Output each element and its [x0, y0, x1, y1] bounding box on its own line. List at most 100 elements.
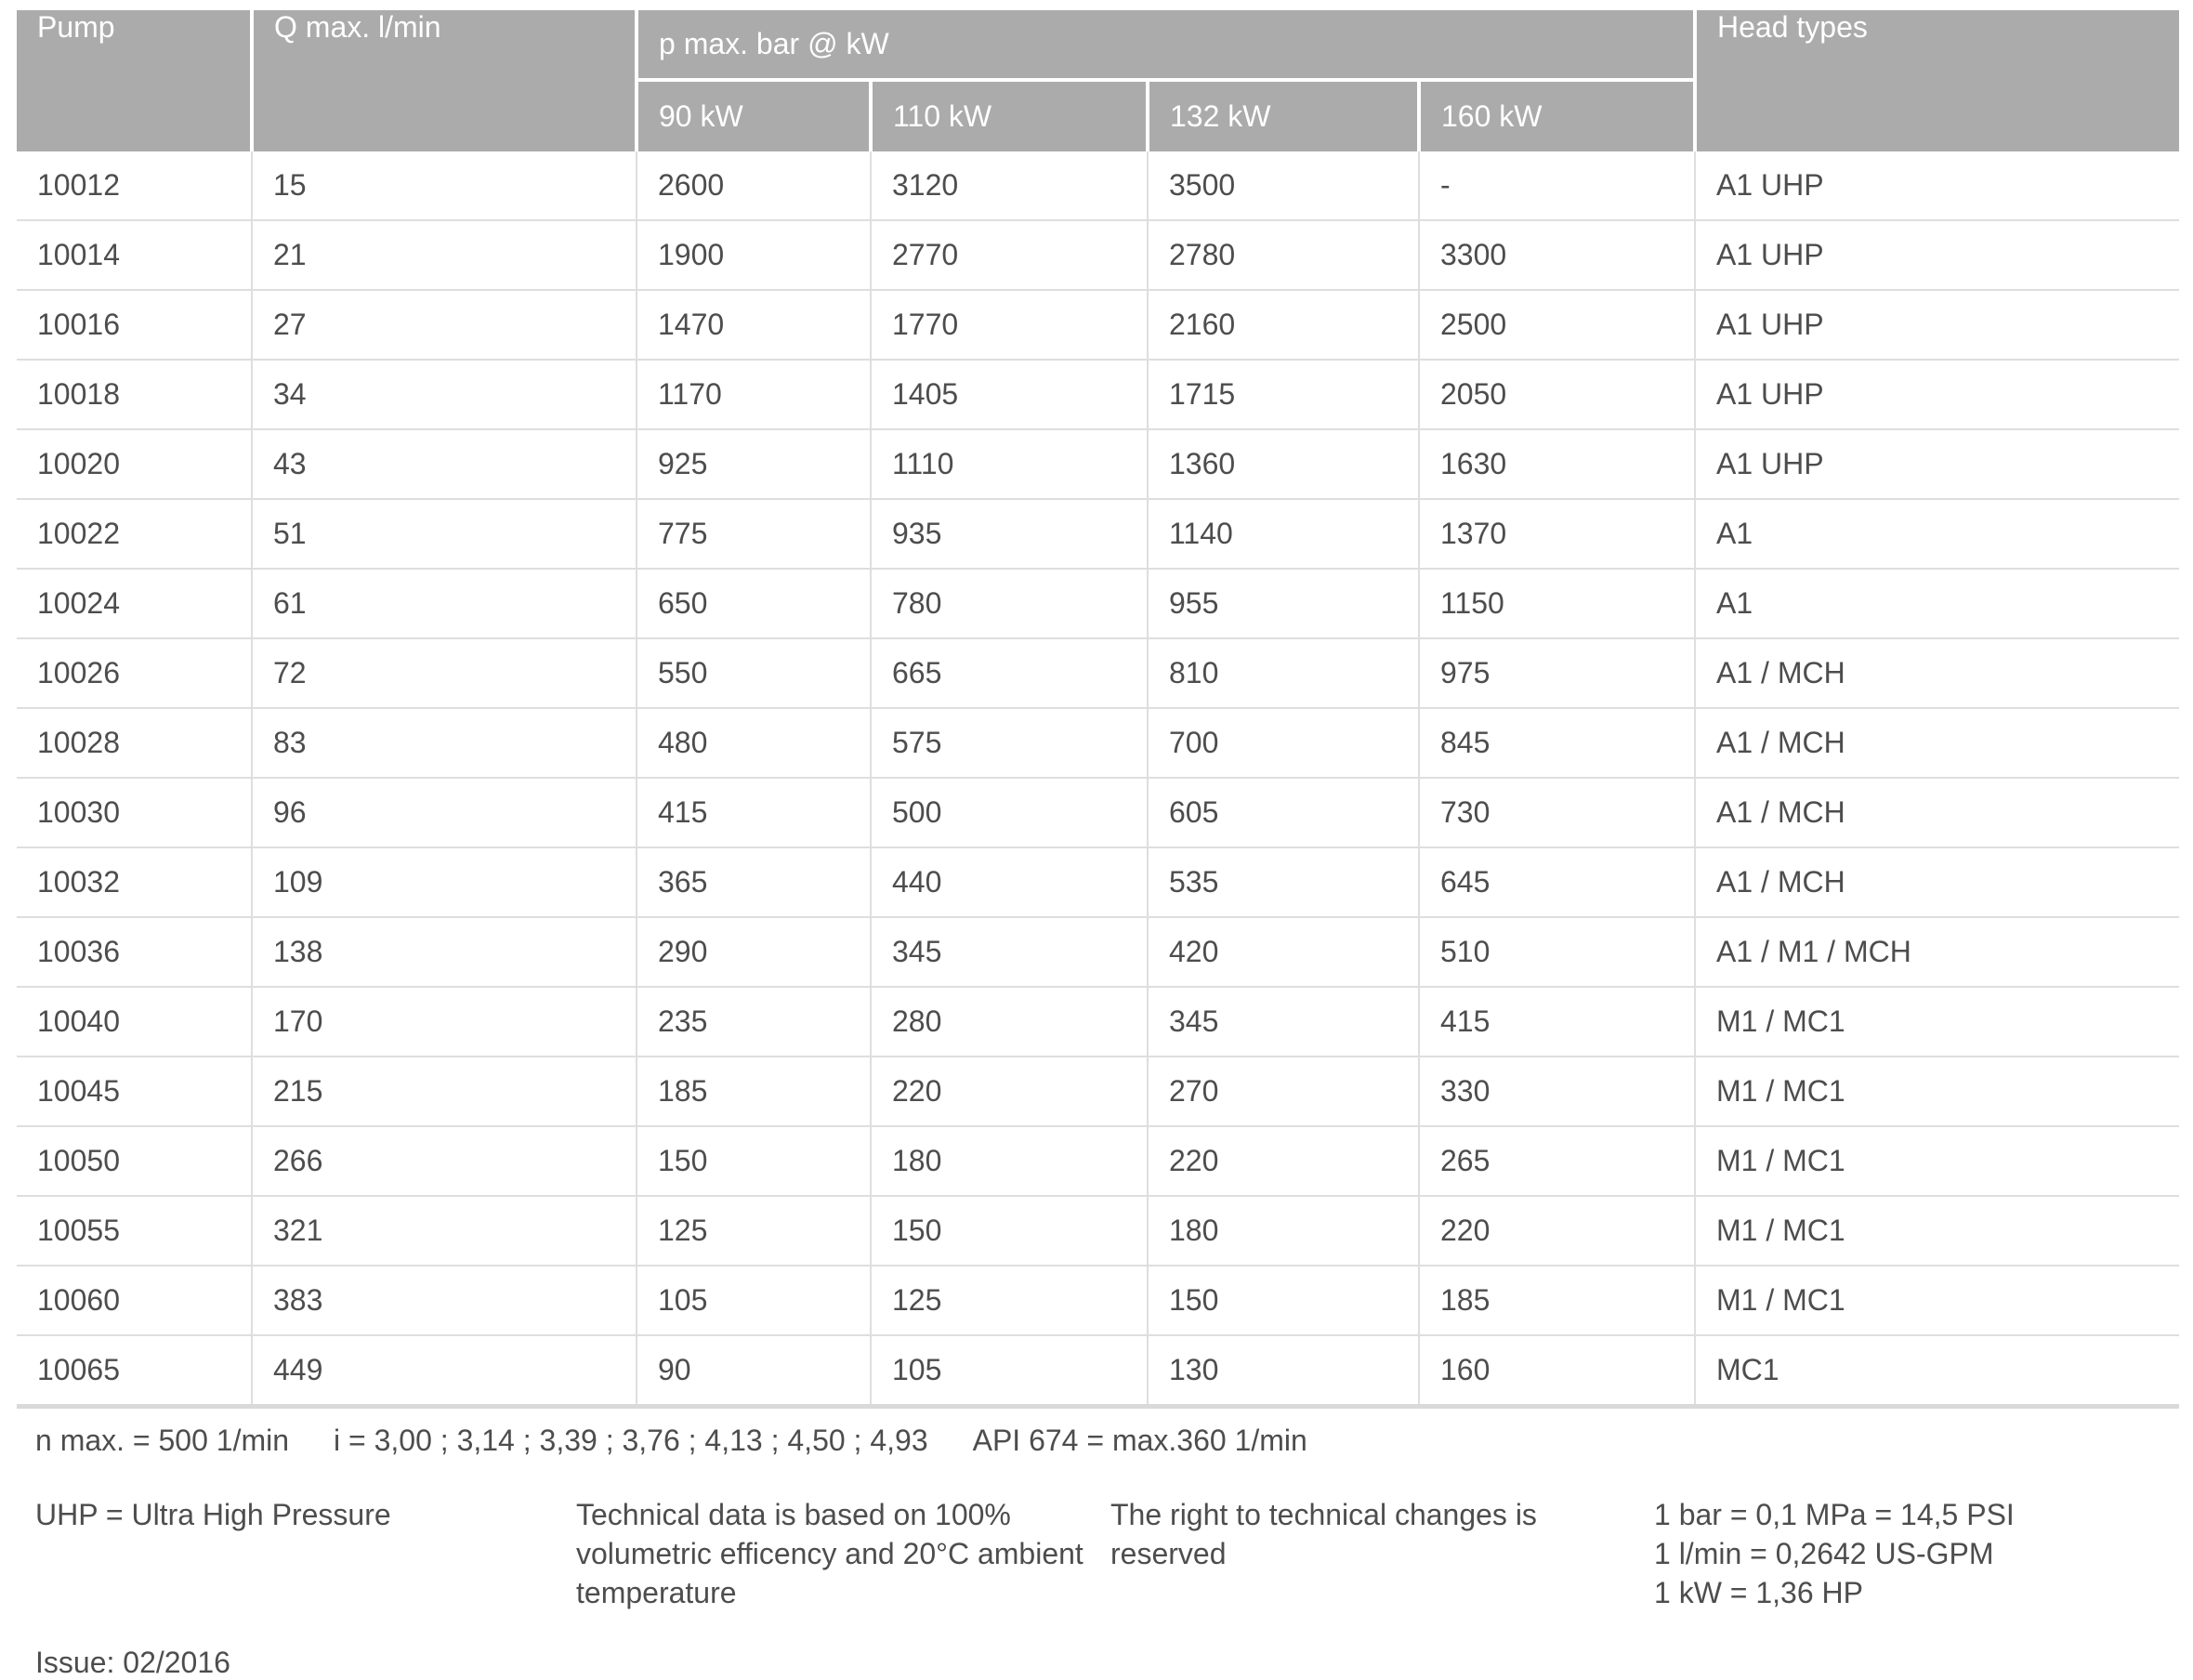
cell-90kw: 550	[637, 638, 872, 709]
cell-pump: 10036	[17, 917, 253, 988]
table-row: 10018 34 1170 1405 1715 2050 A1 UHP	[17, 360, 2179, 430]
cell-132kw: 270	[1148, 1057, 1420, 1127]
cell-qmax: 449	[252, 1335, 637, 1409]
cell-110kw: 1405	[871, 360, 1149, 430]
table-row: 10036 138 290 345 420 510 A1 / M1 / MCH	[17, 917, 2179, 988]
cell-head-types: A1 UHP	[1695, 429, 2179, 500]
cell-qmax: 96	[252, 778, 637, 848]
cell-90kw: 775	[637, 499, 872, 570]
cell-qmax: 34	[252, 360, 637, 430]
table-header: Pump Q max. l/min p max. bar @ kW Head t…	[17, 10, 2179, 151]
cell-90kw: 150	[637, 1126, 872, 1197]
cell-90kw: 2600	[637, 151, 872, 221]
cell-pump: 10032	[17, 847, 253, 918]
table-row: 10030 96 415 500 605 730 A1 / MCH	[17, 778, 2179, 848]
cell-110kw: 935	[871, 499, 1149, 570]
cell-160kw: 645	[1419, 847, 1697, 918]
cell-90kw: 650	[637, 569, 872, 639]
cell-90kw: 1900	[637, 220, 872, 291]
cell-qmax: 51	[252, 499, 637, 570]
table-row: 10012 15 2600 3120 3500- A1 UHP	[17, 151, 2179, 221]
cell-head-types: M1 / MC1	[1695, 1057, 2179, 1127]
column-header-132kw: 132 kW	[1148, 80, 1421, 151]
cell-90kw: 415	[637, 778, 872, 848]
note-technical-line: volumetric efficency and 20°C ambient	[576, 1537, 1083, 1570]
cell-qmax: 61	[252, 569, 637, 639]
cell-90kw: 125	[637, 1196, 872, 1267]
cell-90kw: 365	[637, 847, 872, 918]
table-row: 10024 61 650 780 955 1150 A1	[17, 569, 2179, 639]
table-row: 10050 266 150 180 220 265 M1 / MC1	[17, 1126, 2179, 1197]
cell-110kw: 1110	[871, 429, 1149, 500]
cell-132kw: 1140	[1148, 499, 1420, 570]
note-technical-line: temperature	[576, 1576, 737, 1609]
cell-qmax: 321	[252, 1196, 637, 1267]
cell-110kw: 500	[871, 778, 1149, 848]
column-header-qmax: Q max. l/min	[252, 10, 638, 151]
cell-160kw: 415	[1419, 987, 1697, 1057]
cell-90kw: 1170	[637, 360, 872, 430]
conversion-bar: 1 bar = 0,1 MPa = 14,5 PSI	[1654, 1498, 2015, 1531]
header-row-groups: Pump Q max. l/min p max. bar @ kW Head t…	[17, 10, 2179, 151]
cell-head-types: A1 UHP	[1695, 360, 2179, 430]
cell-pump: 10055	[17, 1196, 253, 1267]
cell-160kw: -	[1419, 151, 1697, 221]
cell-head-types: A1 UHP	[1695, 220, 2179, 291]
note-rights-reserved: The right to technical changes is reserv…	[1110, 1498, 1537, 1570]
cell-pump: 10030	[17, 778, 253, 848]
table-body: 10012 15 2600 3120 3500- A1 UHP 10014 21 1900 277…	[17, 151, 2179, 1409]
cell-pump: 10018	[17, 360, 253, 430]
cell-132kw: 150	[1148, 1266, 1420, 1336]
cell-110kw: 1770	[871, 290, 1149, 361]
cell-head-types: A1 / MCH	[1695, 778, 2179, 848]
cell-qmax: 383	[252, 1266, 637, 1336]
cell-132kw: 535	[1148, 847, 1420, 918]
cell-132kw: 345	[1148, 987, 1420, 1057]
table-row: 10060 383 105 125 150 185 M1 / MC1	[17, 1266, 2179, 1336]
table-row: 10055 321 125 150 180 220 M1 / MC1	[17, 1196, 2179, 1267]
cell-90kw: 90	[637, 1335, 872, 1409]
cell-160kw: 510	[1419, 917, 1697, 988]
cell-pump: 10012	[17, 151, 253, 221]
cell-qmax: 21	[252, 220, 637, 291]
cell-pump: 10050	[17, 1126, 253, 1197]
cell-qmax: 15	[252, 151, 637, 221]
cell-pump: 10014	[17, 220, 253, 291]
cell-pump: 10060	[17, 1266, 253, 1336]
cell-qmax: 215	[252, 1057, 637, 1127]
cell-pump: 10016	[17, 290, 253, 361]
cell-160kw: 1630	[1419, 429, 1697, 500]
cell-head-types: A1 / M1 / MCH	[1695, 917, 2179, 988]
cell-132kw: 130	[1148, 1335, 1420, 1409]
column-group-pmax: p max. bar @ kW	[637, 10, 1698, 82]
cell-head-types: A1	[1695, 499, 2179, 570]
header-row-kw: 90 kW 110 kW 132 kW 160 kW	[17, 80, 2179, 151]
cell-pump: 10028	[17, 708, 253, 779]
cell-head-types: M1 / MC1	[1695, 1126, 2179, 1197]
cell-132kw: 700	[1148, 708, 1420, 779]
note-n-max: n max. = 500 1/min	[35, 1424, 290, 1457]
cell-90kw: 235	[637, 987, 872, 1057]
cell-90kw: 290	[637, 917, 872, 988]
cell-head-types: A1 UHP	[1695, 151, 2179, 221]
table-row: 10045 215 185 220 270 330 M1 / MC1	[17, 1057, 2179, 1127]
cell-head-types: A1	[1695, 569, 2179, 639]
cell-pump: 10065	[17, 1335, 253, 1409]
table-row: 10026 72 550 665 810 975 A1 / MCH	[17, 638, 2179, 709]
table-row: 10022 51 775 935 1140 1370 A1	[17, 499, 2179, 570]
cell-qmax: 27	[252, 290, 637, 361]
table-row: 10014 21 1900 2770 2780 3300 A1 UHP	[17, 220, 2179, 291]
cell-132kw: 605	[1148, 778, 1420, 848]
cell-132kw: 180	[1148, 1196, 1420, 1267]
note-i-ratios: i = 3,00 ; 3,14 ; 3,39 ; 3,76 ; 4,13 ; 4…	[334, 1424, 928, 1457]
cell-head-types: A1 / MCH	[1695, 708, 2179, 779]
note-unit-conversions: 1 bar = 0,1 MPa = 14,5 PSI 1 l/min = 0,2…	[1654, 1495, 2179, 1612]
cell-110kw: 150	[871, 1196, 1149, 1267]
cell-110kw: 575	[871, 708, 1149, 779]
note-technical-line: Technical data is based on 100%	[576, 1498, 1011, 1531]
cell-160kw: 330	[1419, 1057, 1697, 1127]
cell-pump: 10024	[17, 569, 253, 639]
column-header-pump: Pump	[17, 10, 254, 151]
cell-head-types: M1 / MC1	[1695, 1196, 2179, 1267]
note-api-674: API 674 = max.360 1/min	[972, 1424, 1307, 1457]
